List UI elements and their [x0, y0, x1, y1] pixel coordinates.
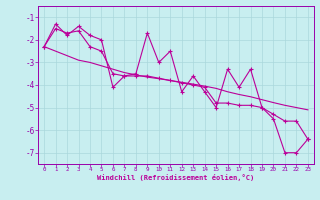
- X-axis label: Windchill (Refroidissement éolien,°C): Windchill (Refroidissement éolien,°C): [97, 174, 255, 181]
